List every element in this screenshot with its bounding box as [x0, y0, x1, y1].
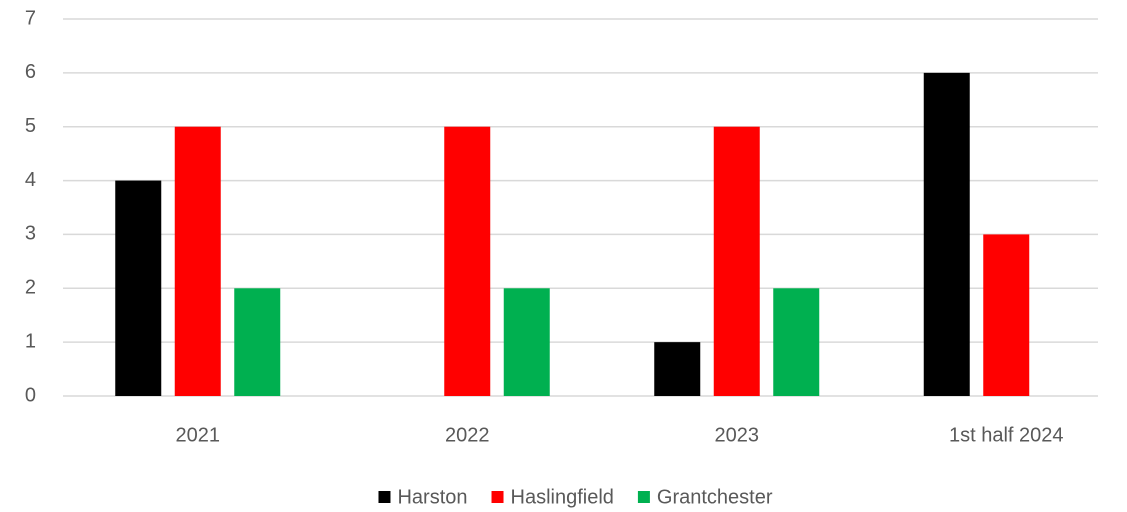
y-tick-label: 7 — [25, 7, 36, 29]
x-tick-label: 1st half 2024 — [949, 424, 1064, 446]
y-tick-label: 5 — [25, 115, 36, 137]
bar — [713, 126, 760, 396]
legend-label: Harston — [397, 486, 467, 508]
y-tick-label: 6 — [25, 61, 36, 83]
bar — [174, 126, 221, 396]
legend-swatch — [378, 491, 391, 503]
y-tick-label: 0 — [25, 384, 36, 406]
legend-swatch — [637, 491, 650, 503]
y-tick-label: 2 — [25, 277, 36, 299]
legend-label: Haslingfield — [511, 486, 614, 508]
x-tick-label: 2023 — [715, 424, 760, 446]
x-tick-label: 2021 — [176, 424, 221, 446]
bar — [923, 72, 970, 396]
legend: Harston Haslingfield Grantchester — [378, 486, 773, 508]
bar — [654, 342, 701, 396]
bar — [444, 126, 491, 396]
legend-label: Grantchester — [657, 486, 773, 508]
bar — [773, 288, 820, 396]
x-tick-label: 2022 — [445, 424, 490, 446]
bar — [115, 180, 162, 396]
y-tick-label: 1 — [25, 330, 36, 352]
y-tick-label: 4 — [25, 169, 36, 191]
y-tick-label: 3 — [25, 223, 36, 245]
bar — [234, 288, 281, 396]
bar — [503, 288, 550, 396]
legend-swatch — [491, 491, 504, 503]
bar — [983, 234, 1030, 396]
